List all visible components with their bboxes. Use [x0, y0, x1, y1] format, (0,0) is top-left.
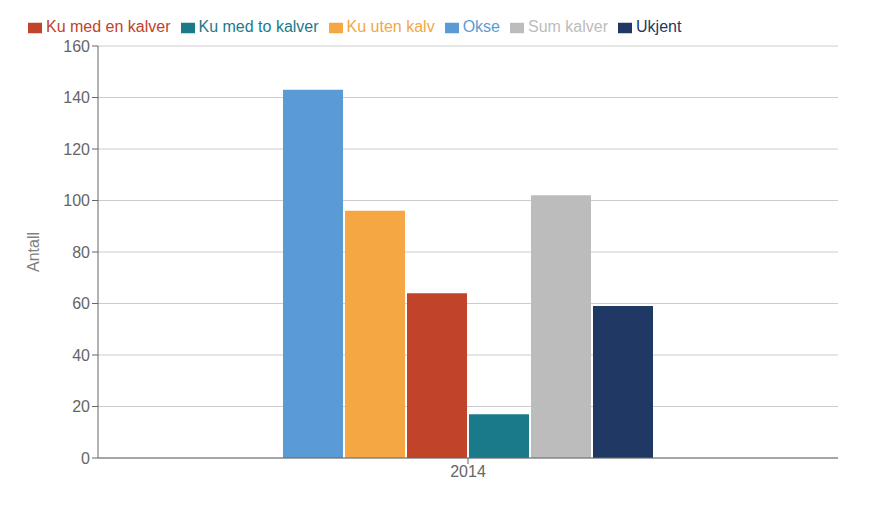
svg-text:100: 100	[63, 192, 90, 209]
svg-text:20: 20	[72, 398, 90, 415]
html-text:Ku med en kalver: Ku med en kalver	[46, 18, 171, 35]
svg-text:0: 0	[81, 450, 90, 467]
html-text:Sum kalver: Sum kalver	[528, 18, 608, 35]
svg-text:Antall: Antall	[25, 232, 42, 272]
svg-text:40: 40	[72, 347, 90, 364]
svg-text:160: 160	[63, 38, 90, 55]
html-text:Okse: Okse	[462, 18, 500, 35]
html-text:Ku med to kalver: Ku med to kalver	[198, 18, 319, 35]
svg-text:2014: 2014	[450, 463, 486, 480]
svg-text:120: 120	[63, 141, 90, 158]
svg-text:80: 80	[72, 244, 90, 261]
svg-text:60: 60	[72, 295, 90, 312]
html-text:Ukjent: Ukjent	[636, 18, 682, 35]
svg-text:140: 140	[63, 89, 90, 106]
html-text:Ku uten kalv: Ku uten kalv	[346, 18, 435, 35]
